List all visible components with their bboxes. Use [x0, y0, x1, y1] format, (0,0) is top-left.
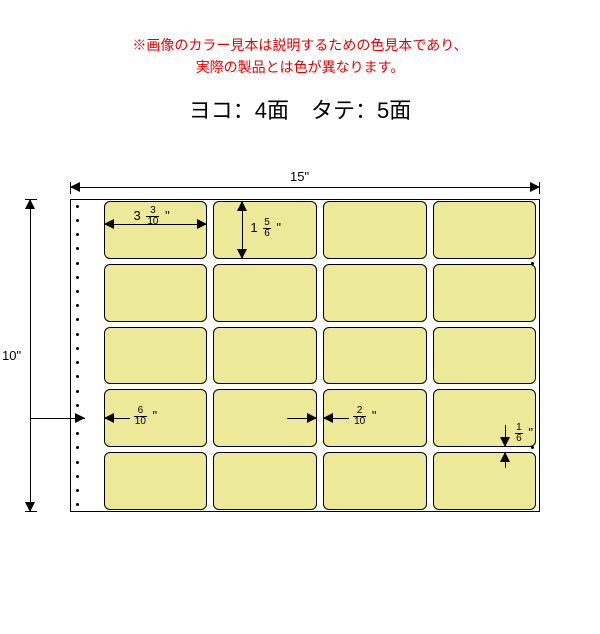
label-cell — [323, 201, 426, 258]
sprocket-hole — [76, 461, 79, 464]
label-cell — [104, 452, 207, 509]
horiz-label: ヨコ： — [189, 98, 255, 123]
sprocket-hole — [76, 404, 79, 407]
sprocket-hole — [76, 333, 79, 336]
vert-value: 5面 — [377, 98, 411, 123]
label-cell — [104, 327, 207, 384]
dim-label-height: 1 56 " — [250, 218, 281, 239]
sprocket-hole — [76, 347, 79, 350]
sprocket-hole — [76, 262, 79, 265]
heading-sep — [289, 98, 311, 123]
label-cell — [323, 452, 426, 509]
label-cell — [213, 452, 316, 509]
label-sheet-diagram: 15"10"3 310 "1 56 "610 "210 "16 " — [0, 179, 550, 542]
label-cell — [433, 264, 536, 321]
label-cell — [213, 327, 316, 384]
warning-line-1: ※画像のカラー見本は説明するための色見本であり、 — [0, 34, 600, 56]
layout-heading: ヨコ：4面 タテ：5面 — [0, 93, 600, 125]
dim-label-width: 3 310 " — [134, 206, 170, 227]
vert-label: タテ： — [311, 98, 377, 123]
sprocket-hole — [76, 219, 79, 222]
dim-h-margin: 610 " — [132, 406, 157, 427]
sprocket-hole — [76, 205, 79, 208]
label-cell — [433, 452, 536, 509]
warning-line-2: 実際の製品とは色が異なります。 — [0, 56, 600, 78]
dim-v-gap: 16 " — [513, 423, 533, 444]
sprocket-hole — [76, 290, 79, 293]
label-cell — [433, 201, 536, 258]
dim-h-gap: 210 " — [351, 406, 376, 427]
dim-sheet-width: 15" — [290, 169, 309, 184]
sprocket-hole — [76, 276, 79, 279]
warning-note: ※画像のカラー見本は説明するための色見本であり、 実際の製品とは色が異なります。 — [0, 34, 600, 79]
label-cell — [213, 264, 316, 321]
sprocket-hole — [76, 475, 79, 478]
sprocket-hole — [76, 390, 79, 393]
label-cell — [323, 327, 426, 384]
label-cell — [323, 264, 426, 321]
label-cell — [104, 264, 207, 321]
label-cell — [433, 327, 536, 384]
horiz-value: 4面 — [255, 98, 289, 123]
dim-sheet-height: 10" — [2, 348, 21, 363]
